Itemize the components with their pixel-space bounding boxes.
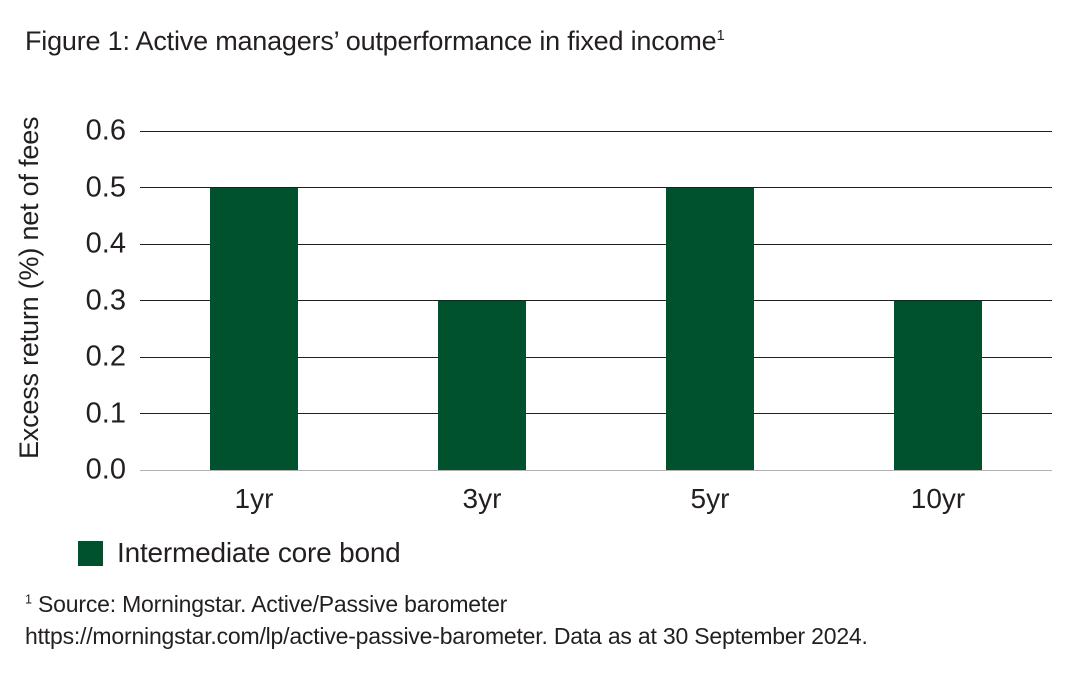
- plot-area: [140, 130, 1052, 471]
- legend-swatch: [78, 540, 103, 566]
- x-axis-label-1yr: 1yr: [234, 483, 274, 514]
- y-axis-tick-labels: 0.0 0.1 0.2 0.3 0.4 0.5 0.6: [0, 116, 126, 484]
- footnote-line-2: https://morningstar.com/lp/active-passiv…: [25, 623, 868, 649]
- y-tick-label-0.6: 0.6: [85, 114, 126, 147]
- legend: Intermediate core bond: [78, 537, 401, 569]
- legend-label: Intermediate core bond: [117, 537, 401, 568]
- y-tick-label-0.5: 0.5: [85, 171, 126, 203]
- bar-1yr: [210, 187, 298, 470]
- x-axis-label-10yr: 10yr: [910, 483, 966, 514]
- x-axis-label-3yr: 3yr: [462, 483, 502, 514]
- gridline-0.6: [140, 130, 1052, 132]
- footnote-line1-text: Source: Morningstar. Active/Passive baro…: [31, 591, 508, 617]
- bar-3yr: [438, 300, 526, 470]
- bar-5yr: [666, 187, 754, 470]
- y-tick-label-0.4: 0.4: [85, 227, 126, 260]
- y-tick-label-0.0: 0.0: [85, 453, 126, 486]
- gridline-0.4: [140, 243, 1052, 245]
- gridline-0.0: [140, 469, 1052, 471]
- x-axis-label-5yr: 5yr: [690, 483, 730, 514]
- x-axis-labels: 1yr 3yr 5yr 10yr: [140, 484, 1052, 518]
- gridline-0.2: [140, 356, 1052, 358]
- footnote-superscript: 1: [25, 592, 32, 607]
- footnote: 1 Source: Morningstar. Active/Passive ba…: [25, 588, 868, 652]
- gridline-0.5: [140, 187, 1052, 188]
- bar-10yr: [894, 300, 982, 470]
- gridline-0.1: [140, 413, 1052, 415]
- footnote-line-1: 1 Source: Morningstar. Active/Passive ba…: [25, 588, 868, 620]
- y-tick-label-0.1: 0.1: [85, 397, 126, 429]
- figure-title-superscript: 1: [716, 28, 725, 44]
- figure-title: Figure 1: Active managers’ outperformanc…: [25, 26, 725, 57]
- y-tick-label-0.2: 0.2: [85, 340, 126, 373]
- y-tick-label-0.3: 0.3: [85, 284, 126, 316]
- gridline-0.3: [140, 300, 1052, 301]
- figure-title-text: Figure 1: Active managers’ outperformanc…: [25, 26, 717, 56]
